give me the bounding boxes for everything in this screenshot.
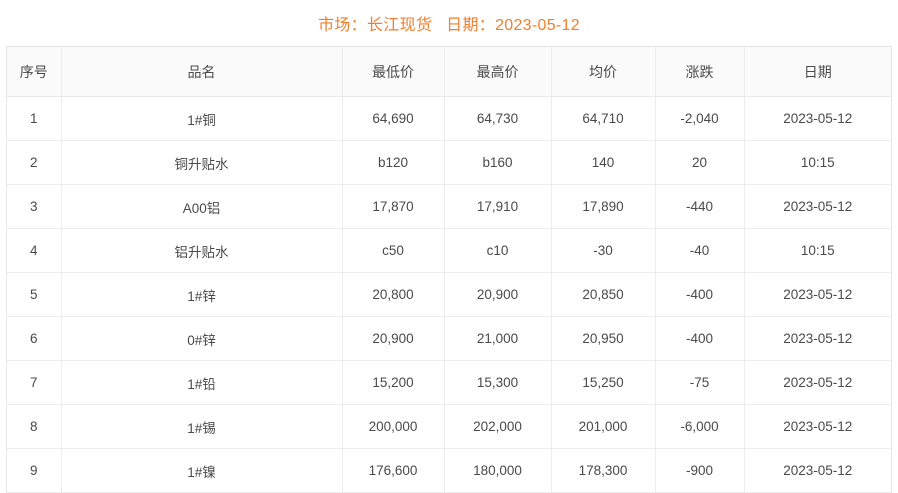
table-row[interactable]: 3 A00铝 17,870 17,910 17,890 -440 2023-05-12	[7, 184, 891, 229]
cell-change: -440	[655, 184, 745, 229]
table-row[interactable]: 7 1#铅 15,200 15,300 15,250 -75 2023-05-12	[7, 360, 891, 405]
cell-change: -400	[655, 316, 745, 361]
cell-date: 2023-05-12	[744, 360, 891, 405]
table-row[interactable]: 4 铝升贴水 c50 c10 -30 -40 10:15	[7, 228, 891, 273]
column-header-index[interactable]: 序号	[7, 47, 62, 97]
cell-avg-price: 20,850	[551, 272, 656, 317]
quote-table-wrapper: 序号 品名 最低价 最高价 均价 涨跌 日期 1 1#铜 64,690 64,730 6…	[6, 46, 892, 493]
cell-change: -40	[655, 228, 745, 273]
cell-index: 4	[7, 228, 62, 273]
cell-high-price: b160	[444, 140, 552, 185]
cell-avg-price: 201,000	[551, 404, 656, 449]
cell-avg-price: 64,710	[551, 96, 656, 141]
cell-index: 3	[7, 184, 62, 229]
cell-low-price: 176,600	[342, 448, 445, 493]
cell-change: 20	[655, 140, 745, 185]
cell-index: 8	[7, 404, 62, 449]
cell-avg-price: 17,890	[551, 184, 656, 229]
cell-name: 铜升贴水	[61, 140, 343, 185]
cell-name: 0#锌	[61, 316, 343, 361]
cell-low-price: b120	[342, 140, 445, 185]
column-header-change[interactable]: 涨跌	[655, 47, 745, 97]
cell-change: -6,000	[655, 404, 745, 449]
cell-high-price: 21,000	[444, 316, 552, 361]
cell-name: 1#铜	[61, 96, 343, 141]
cell-low-price: 64,690	[342, 96, 445, 141]
date-label: 日期：2023-05-12	[446, 17, 580, 34]
cell-index: 9	[7, 448, 62, 493]
column-header-date[interactable]: 日期	[744, 47, 891, 97]
cell-date: 10:15	[744, 140, 891, 185]
cell-index: 1	[7, 96, 62, 141]
table-row[interactable]: 1 1#铜 64,690 64,730 64,710 -2,040 2023-05-12	[7, 96, 891, 141]
table-row[interactable]: 9 1#镍 176,600 180,000 178,300 -900 2023-05-12	[7, 448, 891, 493]
cell-avg-price: 20,950	[551, 316, 656, 361]
cell-high-price: 20,900	[444, 272, 552, 317]
cell-avg-price: 178,300	[551, 448, 656, 493]
cell-date: 2023-05-12	[744, 404, 891, 449]
column-header-name[interactable]: 品名	[61, 47, 343, 97]
table-row[interactable]: 5 1#锌 20,800 20,900 20,850 -400 2023-05-12	[7, 272, 891, 317]
cell-avg-price: 15,250	[551, 360, 656, 405]
cell-date: 10:15	[744, 228, 891, 273]
cell-name: 铝升贴水	[61, 228, 343, 273]
table-row[interactable]: 2 铜升贴水 b120 b160 140 20 10:15	[7, 140, 891, 185]
cell-name: A00铝	[61, 184, 343, 229]
cell-change: -75	[655, 360, 745, 405]
cell-date: 2023-05-12	[744, 448, 891, 493]
table-head: 序号 品名 最低价 最高价 均价 涨跌 日期	[7, 47, 891, 97]
page-title: 市场：长江现货 日期：2023-05-12	[0, 0, 898, 46]
cell-index: 7	[7, 360, 62, 405]
cell-change: -400	[655, 272, 745, 317]
cell-index: 6	[7, 316, 62, 361]
cell-high-price: 15,300	[444, 360, 552, 405]
quote-table: 序号 品名 最低价 最高价 均价 涨跌 日期 1 1#铜 64,690 64,730 6…	[7, 47, 891, 493]
cell-high-price: 180,000	[444, 448, 552, 493]
table-body: 1 1#铜 64,690 64,730 64,710 -2,040 2023-05-12 2 铜…	[7, 96, 891, 493]
cell-name: 1#锌	[61, 272, 343, 317]
table-row[interactable]: 6 0#锌 20,900 21,000 20,950 -400 2023-05-12	[7, 316, 891, 361]
cell-date: 2023-05-12	[744, 184, 891, 229]
table-row[interactable]: 8 1#锡 200,000 202,000 201,000 -6,000 2023-05-1…	[7, 404, 891, 449]
cell-high-price: 64,730	[444, 96, 552, 141]
cell-avg-price: 140	[551, 140, 656, 185]
table-header-row: 序号 品名 最低价 最高价 均价 涨跌 日期	[7, 47, 891, 97]
cell-change: -900	[655, 448, 745, 493]
column-header-low[interactable]: 最低价	[342, 47, 445, 97]
column-header-avg[interactable]: 均价	[551, 47, 656, 97]
cell-date: 2023-05-12	[744, 272, 891, 317]
cell-change: -2,040	[655, 96, 745, 141]
cell-low-price: 15,200	[342, 360, 445, 405]
cell-date: 2023-05-12	[744, 96, 891, 141]
cell-high-price: c10	[444, 228, 552, 273]
cell-date: 2023-05-12	[744, 316, 891, 361]
column-header-high[interactable]: 最高价	[444, 47, 552, 97]
cell-low-price: 20,900	[342, 316, 445, 361]
cell-avg-price: -30	[551, 228, 656, 273]
cell-name: 1#铅	[61, 360, 343, 405]
cell-high-price: 17,910	[444, 184, 552, 229]
cell-index: 5	[7, 272, 62, 317]
cell-name: 1#镍	[61, 448, 343, 493]
cell-high-price: 202,000	[444, 404, 552, 449]
cell-low-price: 200,000	[342, 404, 445, 449]
cell-low-price: c50	[342, 228, 445, 273]
cell-low-price: 17,870	[342, 184, 445, 229]
market-label: 市场：长江现货	[318, 17, 433, 34]
cell-index: 2	[7, 140, 62, 185]
cell-low-price: 20,800	[342, 272, 445, 317]
cell-name: 1#锡	[61, 404, 343, 449]
